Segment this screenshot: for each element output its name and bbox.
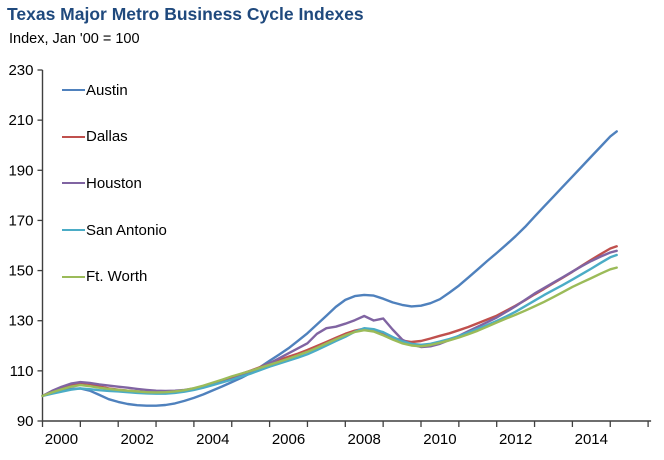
x-tick-label: 2010: [423, 431, 456, 448]
axis-lines: [41, 70, 652, 422]
x-tick-label: 2006: [272, 431, 305, 448]
legend-line-swatch: [62, 275, 85, 278]
legend-item-dallas: Dallas: [62, 127, 128, 147]
legend-label: Ft. Worth: [86, 268, 148, 286]
y-tick-label: 130: [8, 313, 33, 330]
x-tick-label: 2004: [196, 431, 229, 448]
legend-label: Dallas: [86, 128, 128, 146]
legend-line-swatch: [62, 182, 85, 185]
y-tick-label: 190: [8, 162, 33, 179]
legend-item-austin: Austin: [62, 80, 128, 100]
legend-item-houston: Houston: [62, 173, 142, 193]
y-tick-label: 150: [8, 263, 33, 280]
legend-line-swatch: [62, 135, 85, 138]
legend-label: San Antonio: [86, 221, 167, 239]
legend-line-swatch: [62, 89, 85, 91]
legend-line-swatch: [62, 229, 85, 232]
y-tick-label: 210: [8, 112, 33, 129]
legend-label: Houston: [86, 174, 142, 192]
y-tick-label: 110: [10, 363, 34, 380]
x-tick-label: 2000: [45, 431, 78, 448]
x-tick-label: 2002: [120, 431, 153, 448]
series-line-houston: [41, 249, 618, 398]
page-title: Texas Major Metro Business Cycle Indexes: [7, 4, 364, 24]
x-tick-label: 2014: [575, 431, 608, 448]
x-tick-label: 2012: [499, 431, 532, 448]
chart-subtitle: Index, Jan '00 = 100: [9, 31, 140, 47]
legend-label: Austin: [86, 81, 128, 99]
y-tick-label: 170: [8, 212, 33, 229]
legend-item-ft-worth: Ft. Worth: [62, 267, 147, 287]
legend-item-san-antonio: San Antonio: [62, 220, 167, 240]
y-tick-label: 90: [17, 413, 34, 430]
series-line-ft-worth: [41, 266, 618, 398]
series-line-san-antonio: [41, 253, 618, 398]
x-tick-label: 2008: [348, 431, 381, 448]
series-line-austin: [41, 130, 618, 407]
y-tick-label: 230: [8, 62, 33, 79]
